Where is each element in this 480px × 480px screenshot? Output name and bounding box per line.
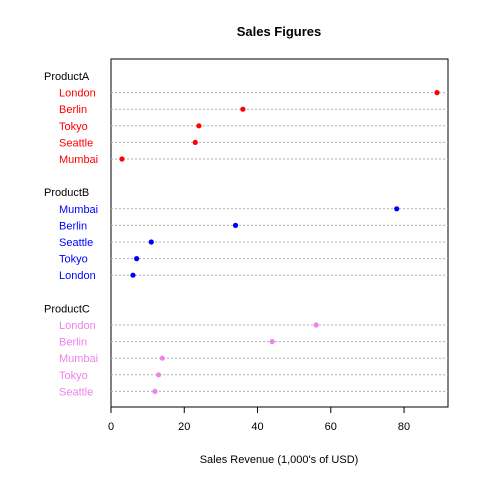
category-label: Mumbai (59, 154, 98, 166)
plot-area (110, 58, 449, 408)
x-axis: 0 20 40 60 80 (108, 406, 410, 433)
category-label: Seattle (59, 137, 93, 149)
category-label: Berlin (59, 337, 87, 349)
data-point (152, 388, 158, 394)
group-label: ProductC (44, 303, 90, 315)
data-point (119, 156, 125, 162)
data-point (192, 139, 198, 145)
category-label: London (59, 88, 96, 100)
category-label: London (59, 320, 96, 332)
data-point (232, 222, 239, 228)
x-tick-label: 0 (108, 421, 114, 433)
category-label: Tokyo (59, 254, 88, 266)
data-point (434, 90, 440, 96)
data-point (394, 206, 400, 212)
category-labels: ProductA London Berlin Tokyo Seattle Mumbai Pr… (44, 71, 98, 398)
category-label: Seattle (59, 237, 93, 249)
data-point (156, 372, 162, 378)
x-tick-label: 80 (398, 421, 410, 433)
x-tick-label: 20 (178, 421, 190, 433)
grid-lines (111, 92, 448, 392)
category-label: London (59, 270, 96, 282)
category-label: Tokyo (59, 370, 88, 382)
data-point (134, 256, 140, 262)
group-label: ProductB (44, 187, 89, 199)
category-label: Mumbai (59, 353, 98, 365)
data-point (159, 355, 165, 361)
data-points (119, 90, 440, 394)
category-label: Berlin (59, 104, 87, 116)
chart-title: Sales Figures (237, 24, 322, 39)
data-point (130, 272, 136, 278)
data-point (148, 239, 154, 245)
category-label: Berlin (59, 220, 87, 232)
category-label: Tokyo (59, 121, 88, 133)
group-label: ProductA (44, 71, 90, 83)
x-axis-label: Sales Revenue (1,000's of USD) (200, 454, 359, 466)
data-point (240, 106, 246, 112)
x-tick-label: 40 (251, 421, 263, 433)
data-point (313, 322, 319, 328)
data-point (196, 123, 202, 129)
category-label: Mumbai (59, 204, 98, 216)
category-label: Seattle (59, 386, 93, 398)
data-point (269, 339, 275, 345)
x-tick-label: 60 (325, 421, 337, 433)
